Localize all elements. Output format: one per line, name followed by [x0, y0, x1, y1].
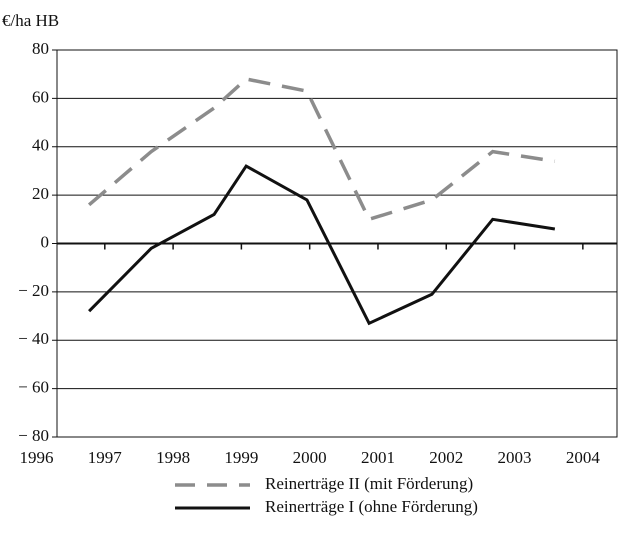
x-tick-label: 2004	[566, 448, 601, 467]
x-tick-label: 1996	[20, 448, 54, 467]
y-tick-label: − 40	[18, 329, 49, 348]
y-tick-label: 40	[32, 136, 49, 155]
legend-label: Reinerträge I (ohne Förderung)	[265, 497, 478, 516]
series-line	[88, 164, 556, 326]
y-tick-label: 0	[41, 232, 50, 251]
series-line	[87, 77, 556, 222]
y-tick-label: − 20	[18, 281, 49, 300]
y-tick-label: − 60	[18, 378, 49, 397]
x-tick-label: 2002	[429, 448, 463, 467]
y-tick-label: − 80	[18, 426, 49, 445]
y-tick-label: 60	[32, 87, 49, 106]
x-tick-label: 1999	[224, 448, 258, 467]
y-tick-label: 20	[32, 184, 49, 203]
x-tick-label: 2003	[498, 448, 532, 467]
x-tick-label: 2001	[361, 448, 395, 467]
y-tick-label: 80	[32, 39, 49, 58]
x-tick-label: 1998	[156, 448, 190, 467]
x-tick-label: 1997	[88, 448, 123, 467]
legend-label: Reinerträge II (mit Förderung)	[265, 474, 473, 493]
y-axis-label: €/ha HB	[2, 11, 59, 30]
x-tick-label: 2000	[293, 448, 327, 467]
